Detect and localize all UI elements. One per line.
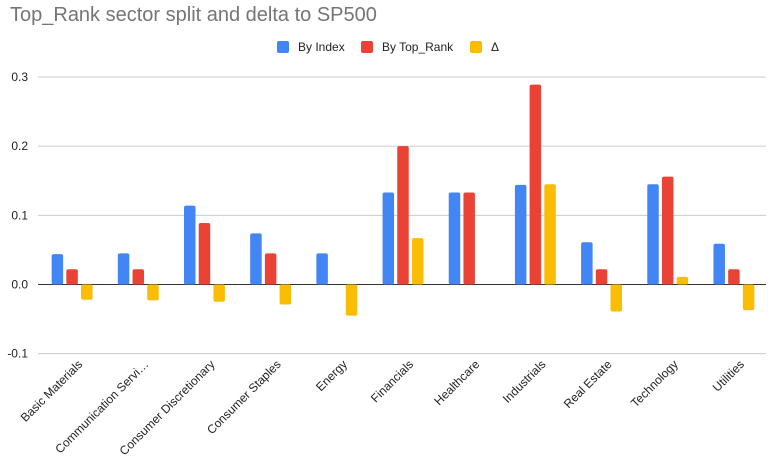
chart-title: Top_Rank sector split and delta to SP500 xyxy=(10,4,377,26)
bar-delta xyxy=(147,284,159,301)
bar-by-top-rank xyxy=(397,146,409,285)
y-tick-label: 0.0 xyxy=(11,278,28,292)
x-tick-label: Consumer Staples xyxy=(204,357,284,437)
bar-by-index xyxy=(514,184,527,285)
bar-by-index xyxy=(250,233,262,285)
bar-delta xyxy=(610,284,622,312)
y-tick-label: 0.2 xyxy=(11,139,28,153)
legend-swatch xyxy=(470,41,482,53)
bar-by-top-rank xyxy=(463,192,475,285)
bar-by-index xyxy=(647,184,659,285)
bar-by-index xyxy=(51,254,64,285)
legend-label: Δ xyxy=(491,40,499,54)
bar-delta xyxy=(742,284,755,311)
bar-delta xyxy=(345,284,358,316)
bar-delta xyxy=(81,284,93,300)
bar-delta xyxy=(544,184,556,285)
bar-by-top-rank xyxy=(264,253,277,285)
legend-swatch xyxy=(361,41,373,53)
bar-delta xyxy=(676,276,689,285)
legend-label: By Top_Rank xyxy=(382,40,454,54)
bar-delta xyxy=(411,238,424,285)
x-tick-label: Technology xyxy=(628,357,681,410)
bar-by-top-rank xyxy=(728,269,740,285)
x-tick-label: Basic Materials xyxy=(18,357,85,424)
bar-by-index xyxy=(581,242,593,285)
y-tick-label: -0.1 xyxy=(7,347,28,361)
x-tick-label: Industrials xyxy=(500,357,549,406)
y-tick-label: 0.3 xyxy=(11,70,28,84)
y-tick-label: 0.1 xyxy=(11,208,28,222)
legend-swatch xyxy=(277,41,289,53)
x-tick-label: Real Estate xyxy=(561,357,615,411)
bar-by-index xyxy=(184,205,196,285)
bar-delta xyxy=(279,284,292,305)
x-tick-label: Financials xyxy=(368,357,416,405)
bar-by-index xyxy=(382,192,395,285)
bar-delta xyxy=(213,284,225,302)
bar-by-top-rank xyxy=(595,269,608,285)
legend-label: By Index xyxy=(298,40,345,54)
bar-by-index xyxy=(448,192,461,285)
bar-by-index xyxy=(713,243,725,285)
x-tick-label: Energy xyxy=(313,357,350,394)
x-tick-label: Utilities xyxy=(710,357,747,394)
bar-by-index xyxy=(117,253,130,285)
bar-by-top-rank xyxy=(661,176,674,285)
bar-by-top-rank xyxy=(198,222,211,285)
bar-by-top-rank xyxy=(66,269,78,285)
bar-by-top-rank xyxy=(529,84,542,285)
bar-by-index xyxy=(316,253,328,285)
bar-by-top-rank xyxy=(132,269,145,285)
x-tick-label: Healthcare xyxy=(431,357,482,408)
